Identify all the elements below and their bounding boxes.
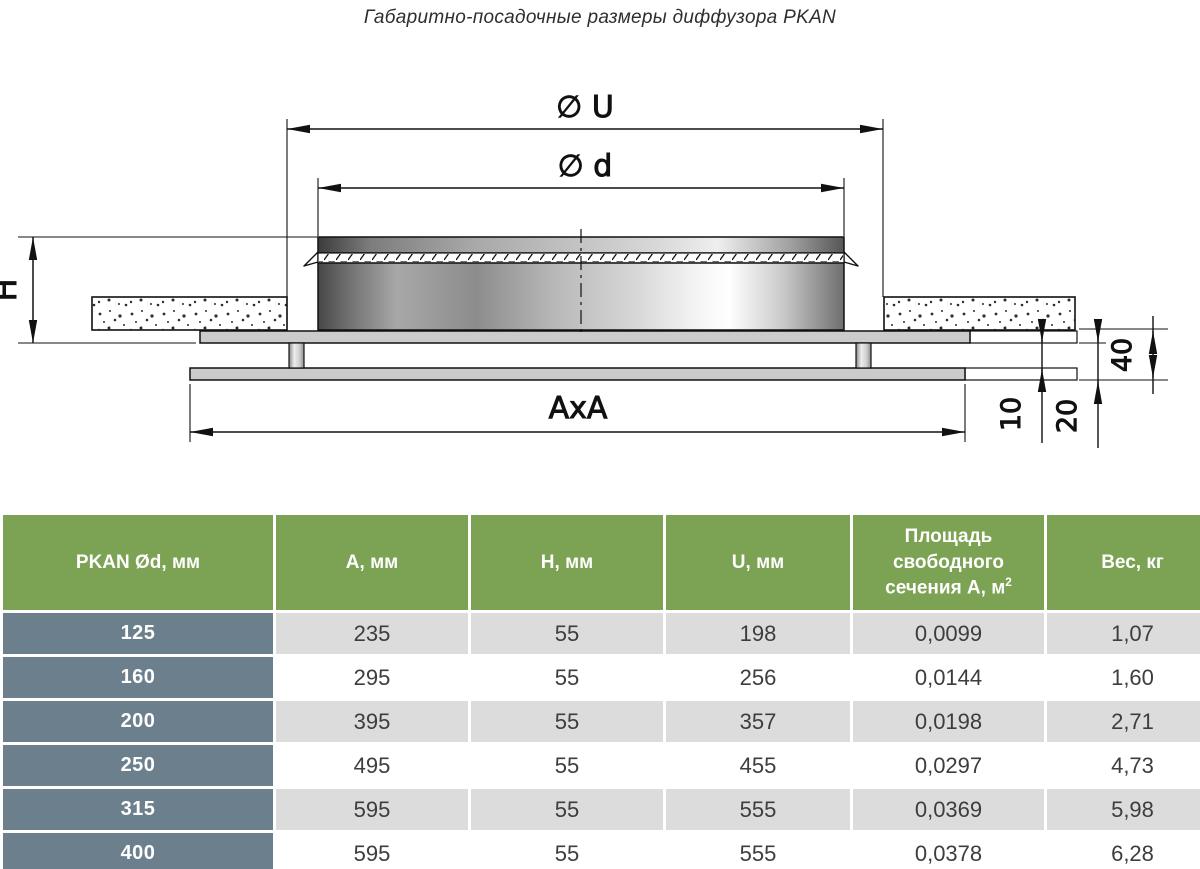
- cell-a: 595: [276, 833, 468, 869]
- cell-diameter: 400: [3, 833, 273, 869]
- cell-h: 55: [471, 833, 663, 869]
- cell-u: 455: [666, 745, 850, 786]
- dim-height-h-label: H: [0, 279, 24, 302]
- technical-drawing: ∅ U ∅ d H AxA: [0, 90, 1168, 448]
- dim-40-label: 40: [1107, 338, 1138, 372]
- dim-diameter-u-label: ∅ U: [556, 90, 614, 125]
- cell-weight: 6,28: [1047, 833, 1200, 869]
- cell-h: 55: [471, 701, 663, 742]
- table-header-row: PKAN Ød, мм А, мм Н, мм U, мм Площадь св…: [3, 515, 1200, 610]
- col-header-a: А, мм: [276, 515, 468, 610]
- cell-u: 555: [666, 833, 850, 869]
- ceiling-panel-right: [883, 296, 1076, 331]
- cell-h: 55: [471, 657, 663, 698]
- col-header-h: Н, мм: [471, 515, 663, 610]
- cell-a: 235: [276, 613, 468, 654]
- cell-weight: 1,60: [1047, 657, 1200, 698]
- cell-weight: 2,71: [1047, 701, 1200, 742]
- cell-weight: 5,98: [1047, 789, 1200, 830]
- cell-h: 55: [471, 745, 663, 786]
- cell-a: 395: [276, 701, 468, 742]
- cell-diameter: 125: [3, 613, 273, 654]
- ceiling-panel-left: [91, 296, 288, 331]
- cell-u: 198: [666, 613, 850, 654]
- dim-20-label: 20: [1052, 399, 1083, 433]
- area-superscript: 2: [1005, 576, 1012, 590]
- table-row: 160 295 55 256 0,0144 1,60: [3, 657, 1200, 698]
- dim-10-label: 10: [996, 397, 1027, 431]
- table-row: 400 595 55 555 0,0378 6,28: [3, 833, 1200, 869]
- cell-area: 0,0369: [853, 789, 1044, 830]
- col-header-weight: Вес, кг: [1047, 515, 1200, 610]
- cell-area: 0,0099: [853, 613, 1044, 654]
- table-row: 315 595 55 555 0,0369 5,98: [3, 789, 1200, 830]
- cell-area: 0,0297: [853, 745, 1044, 786]
- dim-diameter-d-label: ∅ d: [558, 149, 613, 184]
- cell-diameter: 315: [3, 789, 273, 830]
- cell-h: 55: [471, 789, 663, 830]
- cell-area: 0,0144: [853, 657, 1044, 698]
- table-row: 250 495 55 455 0,0297 4,73: [3, 745, 1200, 786]
- dimensions-table: PKAN Ød, мм А, мм Н, мм U, мм Площадь св…: [0, 512, 1200, 869]
- lower-plate: [189, 367, 966, 381]
- col-header-u: U, мм: [666, 515, 850, 610]
- diffuser-body: [303, 229, 859, 337]
- page-title: Габаритно-посадочные размеры диффузора P…: [363, 7, 837, 28]
- cell-u: 256: [666, 657, 850, 698]
- cell-u: 357: [666, 701, 850, 742]
- dim-40: 40: [1079, 316, 1168, 394]
- cell-diameter: 250: [3, 745, 273, 786]
- dim-height-h: H: [0, 236, 320, 344]
- col-header-area: Площадь свободного сечения А, м2: [853, 515, 1044, 610]
- cell-u: 555: [666, 789, 850, 830]
- cell-weight: 4,73: [1047, 745, 1200, 786]
- cell-area: 0,0378: [853, 833, 1044, 869]
- cell-a: 495: [276, 745, 468, 786]
- table-row: 125 235 55 198 0,0099 1,07: [3, 613, 1200, 654]
- dim-20: 20: [1052, 319, 1106, 448]
- cell-area: 0,0198: [853, 701, 1044, 742]
- dim-10: 10: [996, 319, 1047, 443]
- dim-plate-axa-label: AxA: [549, 391, 608, 426]
- upper-plate: [199, 330, 971, 344]
- cell-diameter: 200: [3, 701, 273, 742]
- spacer-right: [855, 342, 872, 369]
- mounting-plates: [189, 330, 1078, 381]
- dim-plate-axa: AxA: [189, 384, 966, 442]
- cell-h: 55: [471, 613, 663, 654]
- dim-diameter-u: ∅ U: [286, 90, 884, 331]
- cell-a: 295: [276, 657, 468, 698]
- table-row: 200 395 55 357 0,0198 2,71: [3, 701, 1200, 742]
- dimensions-table-wrap: PKAN Ød, мм А, мм Н, мм U, мм Площадь св…: [0, 512, 1200, 869]
- cell-diameter: 160: [3, 657, 273, 698]
- cell-a: 595: [276, 789, 468, 830]
- cell-weight: 1,07: [1047, 613, 1200, 654]
- dim-diameter-d: ∅ d: [317, 149, 845, 236]
- col-header-pkan: PKAN Ød, мм: [3, 515, 273, 610]
- spacer-left: [288, 342, 305, 369]
